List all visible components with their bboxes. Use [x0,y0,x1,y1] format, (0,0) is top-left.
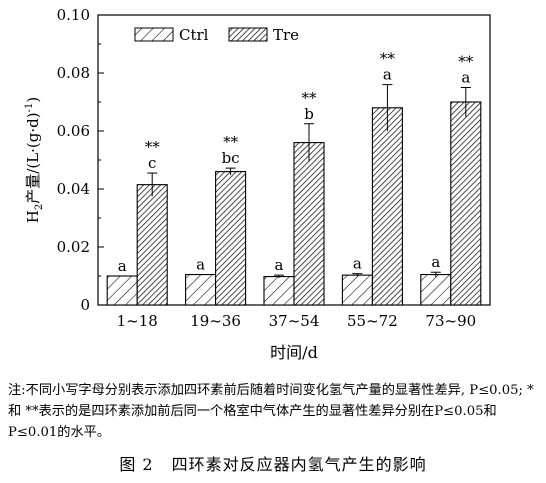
tre-significance-stars: ** [302,89,318,107]
tre-bar [293,142,325,306]
figure-caption: 图 2 四环素对反应器内氢气产生的影响 [0,451,546,475]
x-tick-label: 1~18 [117,312,158,330]
ctrl-significance-letter: a [196,256,205,274]
y-tick-label: 0.08 [57,64,90,82]
y-tick-label: 0.06 [57,122,90,140]
y-tick-label: 0.10 [57,6,90,24]
tre-significance-letter: bc [222,149,240,167]
tre-significance-letter: c [148,154,156,172]
x-tick-label: 37~54 [269,312,320,330]
ctrl-significance-letter: a [275,256,284,274]
ctrl-bar [185,273,217,306]
x-tick-label: 73~90 [425,312,476,330]
tre-bar [371,107,403,306]
tre-significance-letter: a [383,66,392,84]
tre-significance-stars: ** [145,138,161,156]
ctrl-bar [263,276,295,306]
ctrl-bar [341,274,373,306]
x-tick-label: 19~36 [190,312,241,330]
y-tick-label: 0.02 [57,238,90,256]
y-axis-label: H2产量/(L·(g·d)-1) [24,97,45,223]
legend-swatch-tre [228,27,268,42]
tre-significance-stars: ** [458,53,474,71]
ctrl-significance-letter: a [118,257,127,275]
figure-number: 图 2 [119,455,154,474]
ctrl-significance-letter: a [431,253,440,271]
tre-bar [450,101,482,306]
y-tick-label: 0.04 [57,180,90,198]
ctrl-bar [106,275,138,306]
ctrl-bar [420,273,452,306]
figure-title: 四环素对反应器内氢气产生的影响 [171,455,427,474]
y-tick-label: 0 [80,296,90,314]
ctrl-significance-letter: a [353,255,362,273]
x-tick-label: 55~72 [347,312,398,330]
x-axis-label: 时间/d [270,343,318,362]
tre-bar [136,184,168,306]
tre-significance-stars: ** [380,50,396,68]
tre-significance-stars: ** [223,133,239,151]
tre-significance-letter: a [461,69,470,87]
legend-label-ctrl: Ctrl [179,26,209,44]
chart-note: 注:不同小写字母分别表示添加四环素前后随着时间变化氢气产量的显著性差异, P≤0… [8,383,534,440]
legend-swatch-ctrl [134,27,174,42]
tre-bar [215,171,247,306]
legend-label-tre: Tre [273,26,299,44]
bar-chart: 0 0.02 0.04 0.06 0.08 0.10 H2产量/(L·(g·d)-1) 1~1… [24,6,491,362]
tre-significance-letter: b [304,105,314,123]
